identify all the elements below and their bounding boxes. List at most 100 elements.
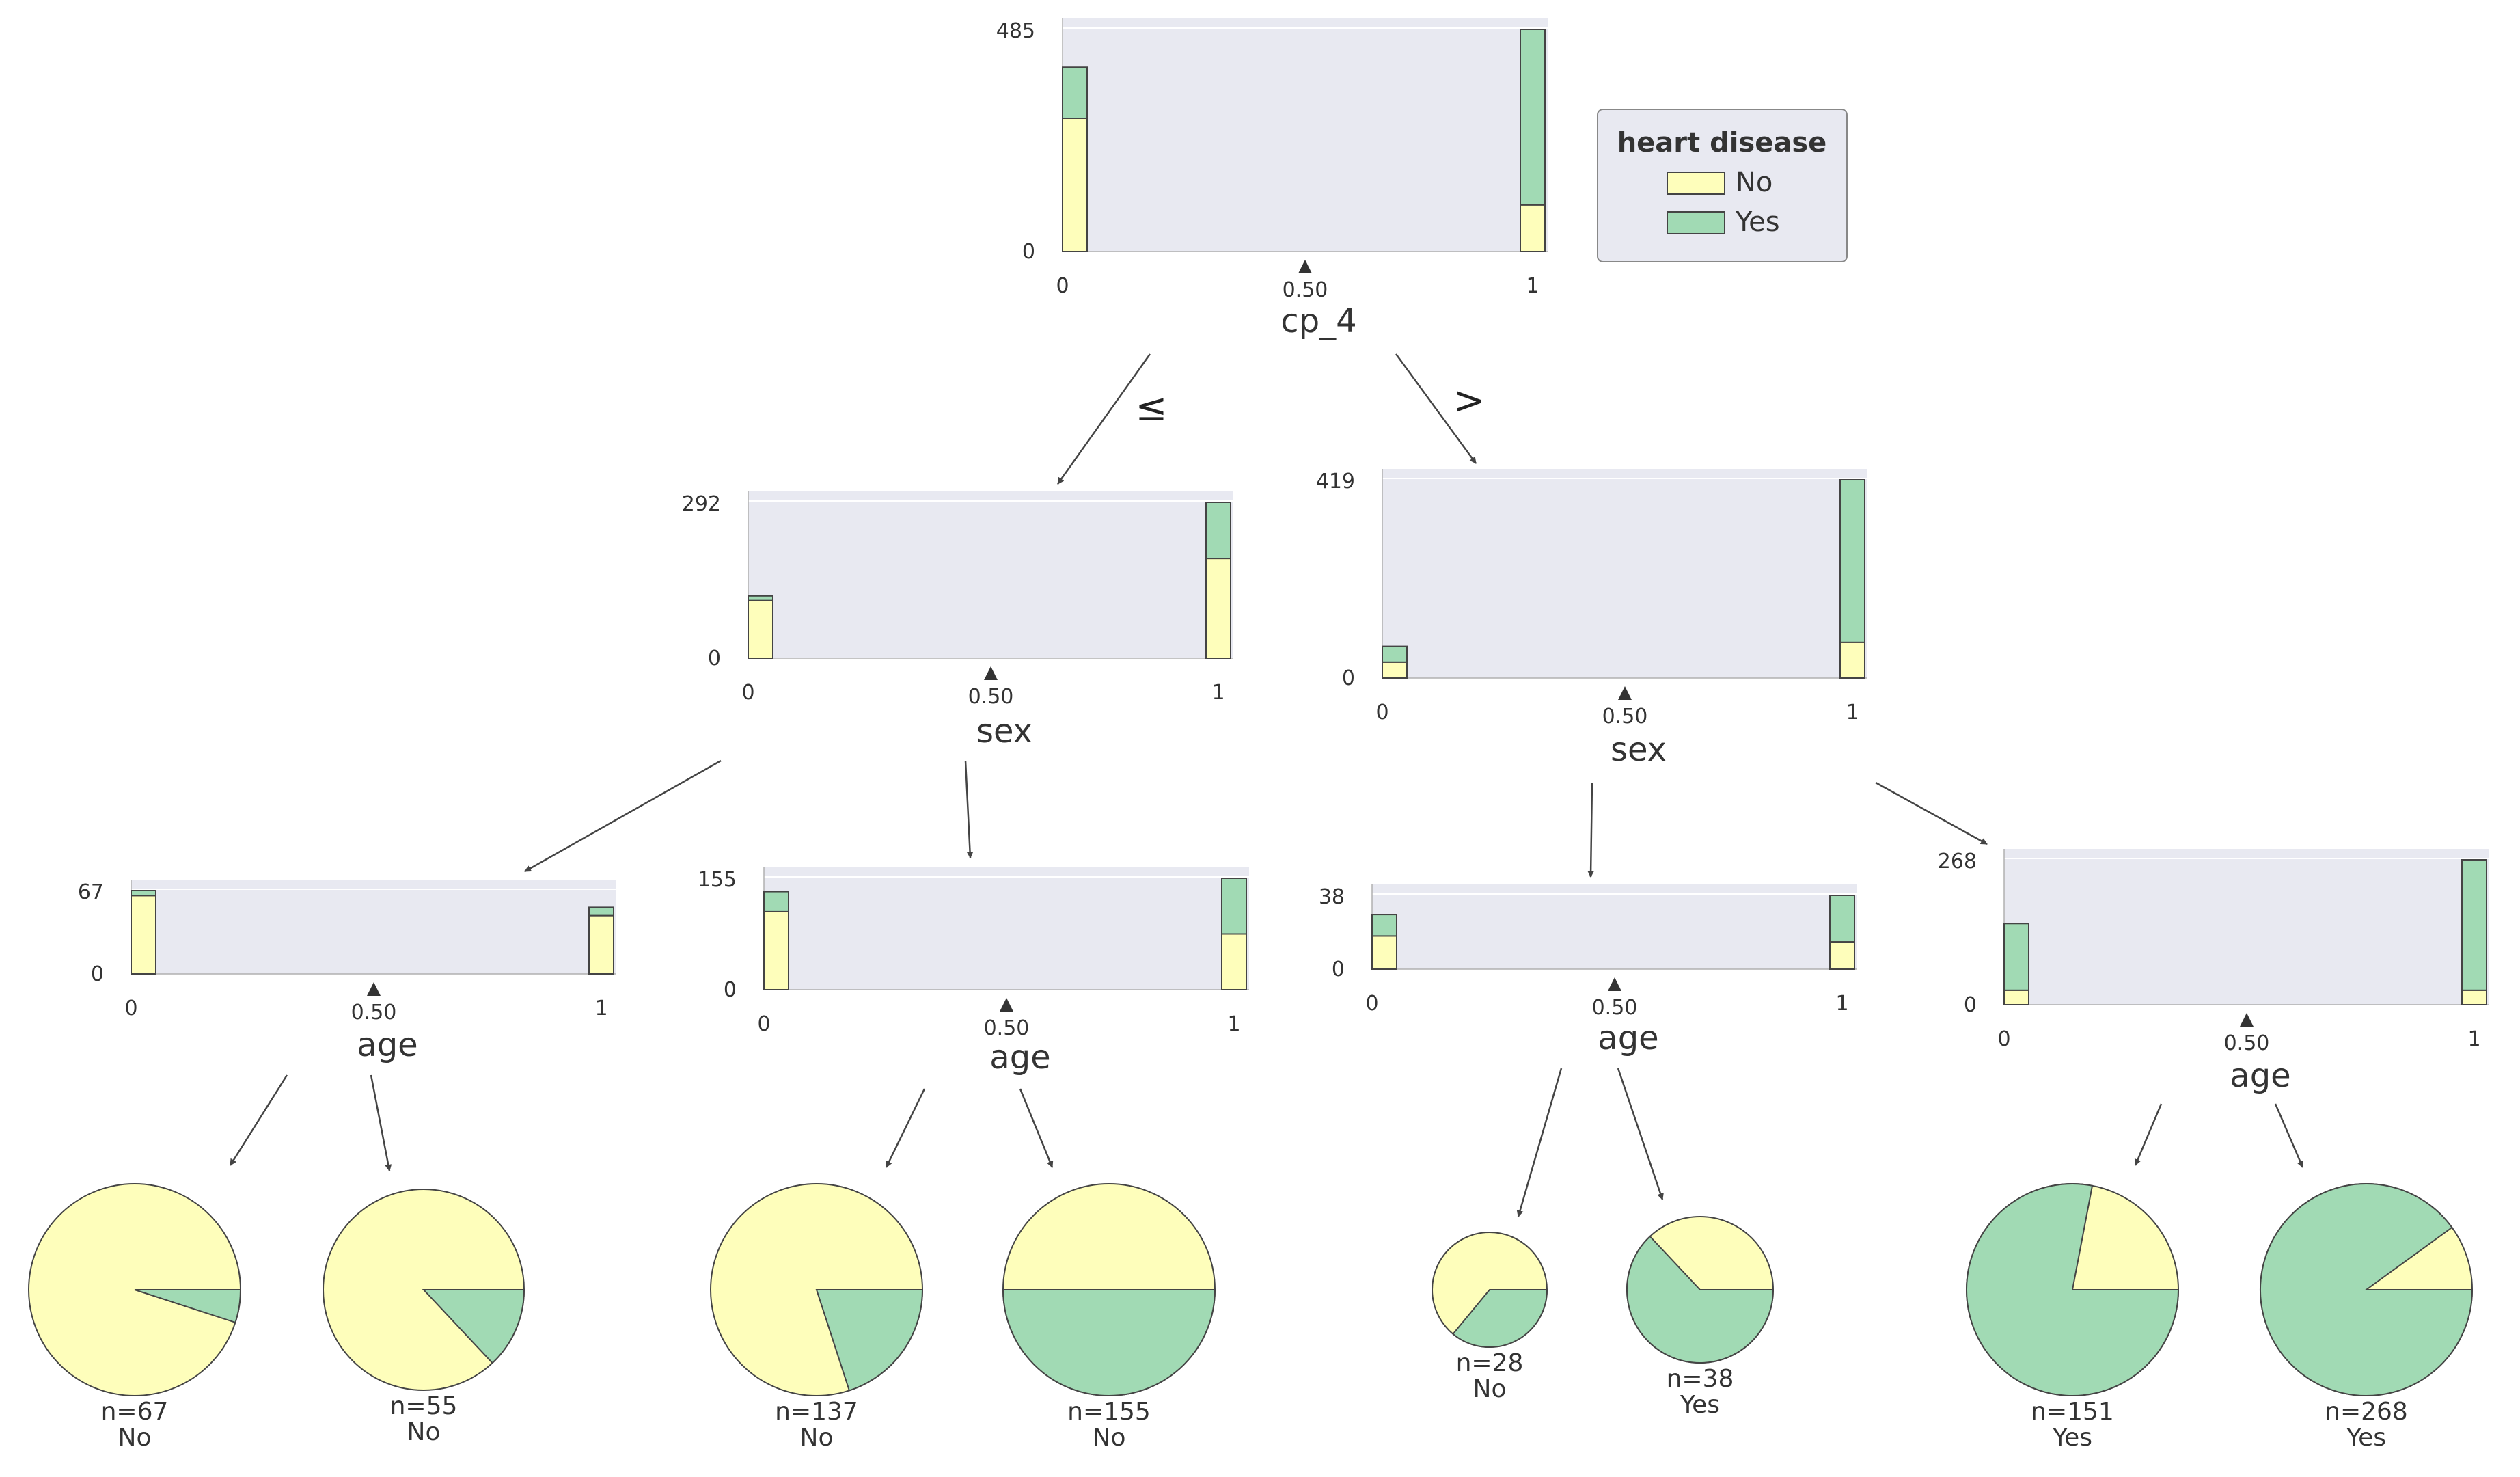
edge-lr-leaf4 bbox=[1019, 1088, 1054, 1168]
feature-label: age bbox=[1598, 1019, 1658, 1057]
split-value: 0.50 bbox=[1602, 705, 1648, 729]
bar-no bbox=[748, 599, 773, 660]
edge-right-rr bbox=[1875, 781, 1988, 845]
bar-yes bbox=[2461, 859, 2487, 991]
histogram-panel bbox=[1063, 18, 1548, 252]
legend-swatch-no bbox=[1667, 172, 1725, 195]
split-marker-icon bbox=[1608, 977, 1621, 991]
x-tick-min: 0 bbox=[1056, 274, 1069, 298]
leaf-sample-count: n=151 bbox=[2031, 1398, 2114, 1426]
pie-slice-yes bbox=[815, 1289, 924, 1392]
bar-yes bbox=[763, 891, 789, 912]
y-tick-min: 0 bbox=[1964, 993, 1977, 1017]
y-tick-max: 155 bbox=[698, 868, 737, 892]
edge-rl-leaf6 bbox=[1617, 1068, 1664, 1200]
leaf-sample-count: n=28 bbox=[1456, 1349, 1524, 1377]
feature-label: age bbox=[357, 1026, 417, 1064]
split-value: 0.50 bbox=[351, 1001, 397, 1025]
bar-no bbox=[131, 895, 156, 975]
leaf-class-label: Yes bbox=[2052, 1424, 2092, 1452]
edge-ll-leaf1 bbox=[229, 1074, 288, 1166]
split-marker-icon bbox=[1618, 686, 1632, 700]
bar-no bbox=[1371, 935, 1397, 971]
bar-no bbox=[2461, 989, 2487, 1006]
pie-slice-yes bbox=[2260, 1183, 2474, 1396]
histogram-panel bbox=[1382, 469, 1867, 678]
bar-yes bbox=[1839, 479, 1865, 643]
y-tick-max: 67 bbox=[78, 880, 104, 904]
x-tick-max: 1 bbox=[1526, 274, 1539, 298]
bar-no bbox=[1520, 204, 1546, 252]
split-value: 0.50 bbox=[2224, 1031, 2270, 1055]
pie-slice-yes bbox=[1452, 1289, 1548, 1348]
leaf-class-label: No bbox=[118, 1424, 152, 1452]
leaf-sample-count: n=38 bbox=[1667, 1365, 1734, 1393]
bar-no bbox=[1839, 641, 1865, 679]
bar-no bbox=[1062, 118, 1088, 252]
edge-rr-leaf8 bbox=[2274, 1103, 2304, 1168]
pie-slice-yes bbox=[1002, 1289, 1216, 1396]
bar-yes bbox=[1371, 914, 1397, 937]
y-tick-max: 38 bbox=[1319, 885, 1345, 909]
split-marker-icon bbox=[367, 982, 381, 996]
x-tick-min: 0 bbox=[757, 1012, 770, 1036]
legend-swatch-yes bbox=[1667, 211, 1725, 234]
bar-no bbox=[1221, 933, 1247, 990]
leaf-class-label: No bbox=[800, 1424, 834, 1452]
histogram-panel bbox=[748, 491, 1233, 658]
legend-label-yes: Yes bbox=[1735, 206, 1780, 238]
bar-yes bbox=[131, 890, 156, 897]
feature-label: age bbox=[989, 1038, 1050, 1076]
pie-slice-yes bbox=[1966, 1183, 2180, 1396]
feature-label: sex bbox=[1611, 731, 1667, 769]
legend: heart disease No Yes bbox=[1597, 109, 1848, 262]
edge-right-rl bbox=[1587, 782, 1595, 878]
x-tick-min: 0 bbox=[1997, 1027, 2010, 1051]
x-tick-min: 0 bbox=[1375, 701, 1388, 724]
y-tick-max: 485 bbox=[996, 19, 1035, 43]
edge-ll-leaf2 bbox=[370, 1074, 392, 1171]
pie-slice-yes bbox=[134, 1289, 242, 1324]
leaf-sample-count: n=55 bbox=[390, 1392, 458, 1420]
bar-no bbox=[1205, 558, 1231, 660]
y-tick-min: 0 bbox=[91, 962, 104, 986]
bar-no bbox=[763, 910, 789, 991]
pie-slice-yes bbox=[1626, 1235, 1775, 1364]
bar-no bbox=[2003, 989, 2029, 1006]
bar-yes bbox=[1829, 895, 1855, 943]
leaf-class-label: Yes bbox=[2346, 1424, 2386, 1452]
bar-yes bbox=[748, 595, 773, 601]
bar-yes bbox=[1205, 502, 1231, 560]
bar-yes bbox=[2003, 923, 2029, 991]
y-tick-max: 419 bbox=[1316, 470, 1355, 493]
split-marker-icon bbox=[1298, 260, 1312, 273]
x-tick-max: 1 bbox=[1227, 1012, 1240, 1036]
bar-yes bbox=[1062, 66, 1088, 119]
feature-label: cp_4 bbox=[1280, 302, 1356, 340]
split-value: 0.50 bbox=[968, 685, 1014, 709]
y-tick-min: 0 bbox=[1022, 240, 1035, 264]
y-tick-min: 0 bbox=[1332, 958, 1345, 981]
tree-edges bbox=[229, 353, 2304, 1217]
edge-rr-leaf7 bbox=[2134, 1103, 2163, 1166]
split-node-left: 292 00 1 0.50 sex bbox=[682, 491, 1233, 750]
pie-slice-yes bbox=[422, 1289, 525, 1364]
leaf-sample-count: n=155 bbox=[1067, 1398, 1151, 1426]
leaf-class-label: Yes bbox=[1680, 1391, 1720, 1419]
edge-left-lr bbox=[964, 760, 974, 858]
y-tick-max: 292 bbox=[682, 492, 721, 516]
